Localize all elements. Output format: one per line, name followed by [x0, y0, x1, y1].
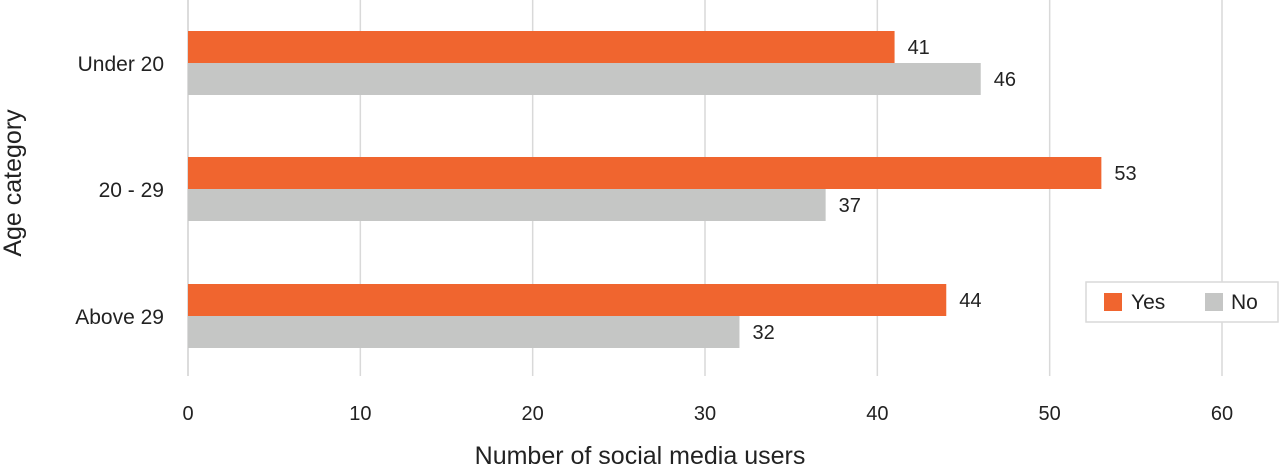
data-label: 46: [994, 69, 1016, 91]
data-labels: 41 46 53 37 44 32: [752, 37, 1136, 344]
x-tick-label: 30: [694, 403, 716, 425]
y-category-label: 20 - 29: [99, 179, 164, 202]
data-label: 37: [839, 195, 861, 217]
bar-no: [188, 189, 826, 221]
x-tick-label: 10: [349, 403, 371, 425]
x-axis-ticks: 0 10 20 30 40 50 60: [182, 403, 1233, 425]
x-axis-title: Number of social media users: [475, 442, 806, 469]
bar-yes: [188, 157, 1102, 189]
legend-label-no: No: [1231, 291, 1258, 314]
legend-swatch-no: [1205, 293, 1223, 311]
x-tick-label: 40: [866, 403, 888, 425]
data-label: 32: [752, 322, 774, 344]
data-label: 41: [908, 37, 930, 59]
bar-no: [188, 316, 740, 348]
x-tick-label: 0: [182, 403, 193, 425]
bar-no: [188, 63, 981, 95]
bar-yes: [188, 284, 947, 316]
bars: [188, 31, 1102, 348]
y-category-label: Above 29: [75, 306, 164, 329]
x-tick-label: 60: [1211, 403, 1233, 425]
y-category-label: Under 20: [78, 53, 164, 76]
x-tick-label: 20: [522, 403, 544, 425]
x-tick-label: 50: [1039, 403, 1061, 425]
legend: Yes No: [1085, 281, 1279, 323]
data-label: 53: [1114, 163, 1136, 185]
legend-label-yes: Yes: [1131, 291, 1165, 314]
legend-swatch-yes: [1104, 293, 1122, 311]
bar-yes: [188, 31, 895, 63]
data-label: 44: [959, 290, 981, 312]
y-axis-categories: Under 20 20 - 29 Above 29: [75, 53, 164, 329]
y-axis-title: Age category: [0, 109, 27, 257]
